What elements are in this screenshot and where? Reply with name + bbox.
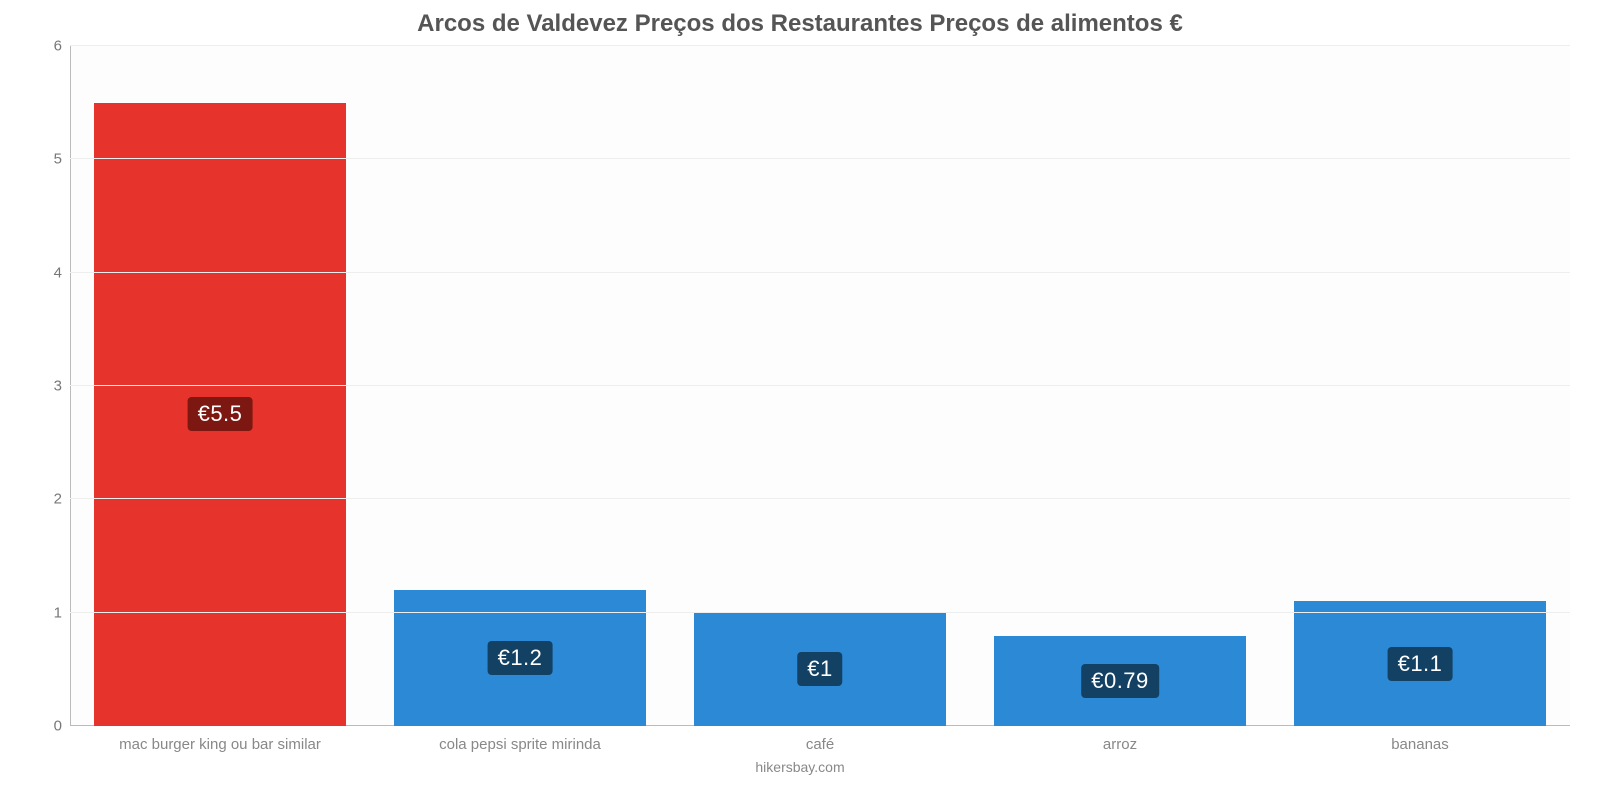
bar: €1 — [694, 613, 946, 726]
plot: 0123456 €5.5€1.2€1€0.79€1.1 — [30, 46, 1570, 726]
bar: €1.2 — [394, 590, 646, 726]
y-axis: 0123456 — [30, 46, 70, 726]
value-badge: €5.5 — [188, 397, 253, 431]
gridline — [70, 272, 1570, 273]
y-tick-label: 6 — [54, 38, 62, 55]
chart-title: Arcos de Valdevez Preços dos Restaurante… — [30, 10, 1570, 38]
y-tick-label: 1 — [54, 604, 62, 621]
x-axis-label: cola pepsi sprite mirinda — [370, 736, 670, 753]
bar: €5.5 — [94, 103, 346, 726]
value-badge: €0.79 — [1081, 664, 1159, 698]
x-axis-label: bananas — [1270, 736, 1570, 753]
bar: €0.79 — [994, 636, 1246, 726]
x-axis-label: arroz — [970, 736, 1270, 753]
x-axis-label: mac burger king ou bar similar — [70, 736, 370, 753]
y-tick-label: 3 — [54, 378, 62, 395]
chart-caption: hikersbay.com — [30, 759, 1570, 775]
gridline — [70, 385, 1570, 386]
bar-slot: €1.2 — [370, 46, 670, 726]
y-tick-label: 2 — [54, 491, 62, 508]
bar-slot: €1.1 — [1270, 46, 1570, 726]
bar: €1.1 — [1294, 601, 1546, 726]
value-badge: €1.2 — [488, 641, 553, 675]
y-tick-label: 5 — [54, 151, 62, 168]
x-labels: mac burger king ou bar similarcola pepsi… — [70, 736, 1570, 753]
value-badge: €1 — [797, 652, 842, 686]
gridline — [70, 158, 1570, 159]
gridline — [70, 45, 1570, 46]
x-axis-label: café — [670, 736, 970, 753]
gridline — [70, 498, 1570, 499]
price-chart: Arcos de Valdevez Preços dos Restaurante… — [0, 0, 1600, 800]
value-badge: €1.1 — [1388, 647, 1453, 681]
gridline — [70, 612, 1570, 613]
plot-area: €5.5 €1.2 €1 €0.79 €1.1 — [70, 46, 1570, 726]
y-tick-label: 0 — [54, 718, 62, 735]
bars-container: €5.5 €1.2 €1 €0.79 €1.1 — [70, 46, 1570, 726]
bar-slot: €5.5 — [70, 46, 370, 726]
y-tick-label: 4 — [54, 264, 62, 281]
bar-slot: €0.79 — [970, 46, 1270, 726]
bar-slot: €1 — [670, 46, 970, 726]
